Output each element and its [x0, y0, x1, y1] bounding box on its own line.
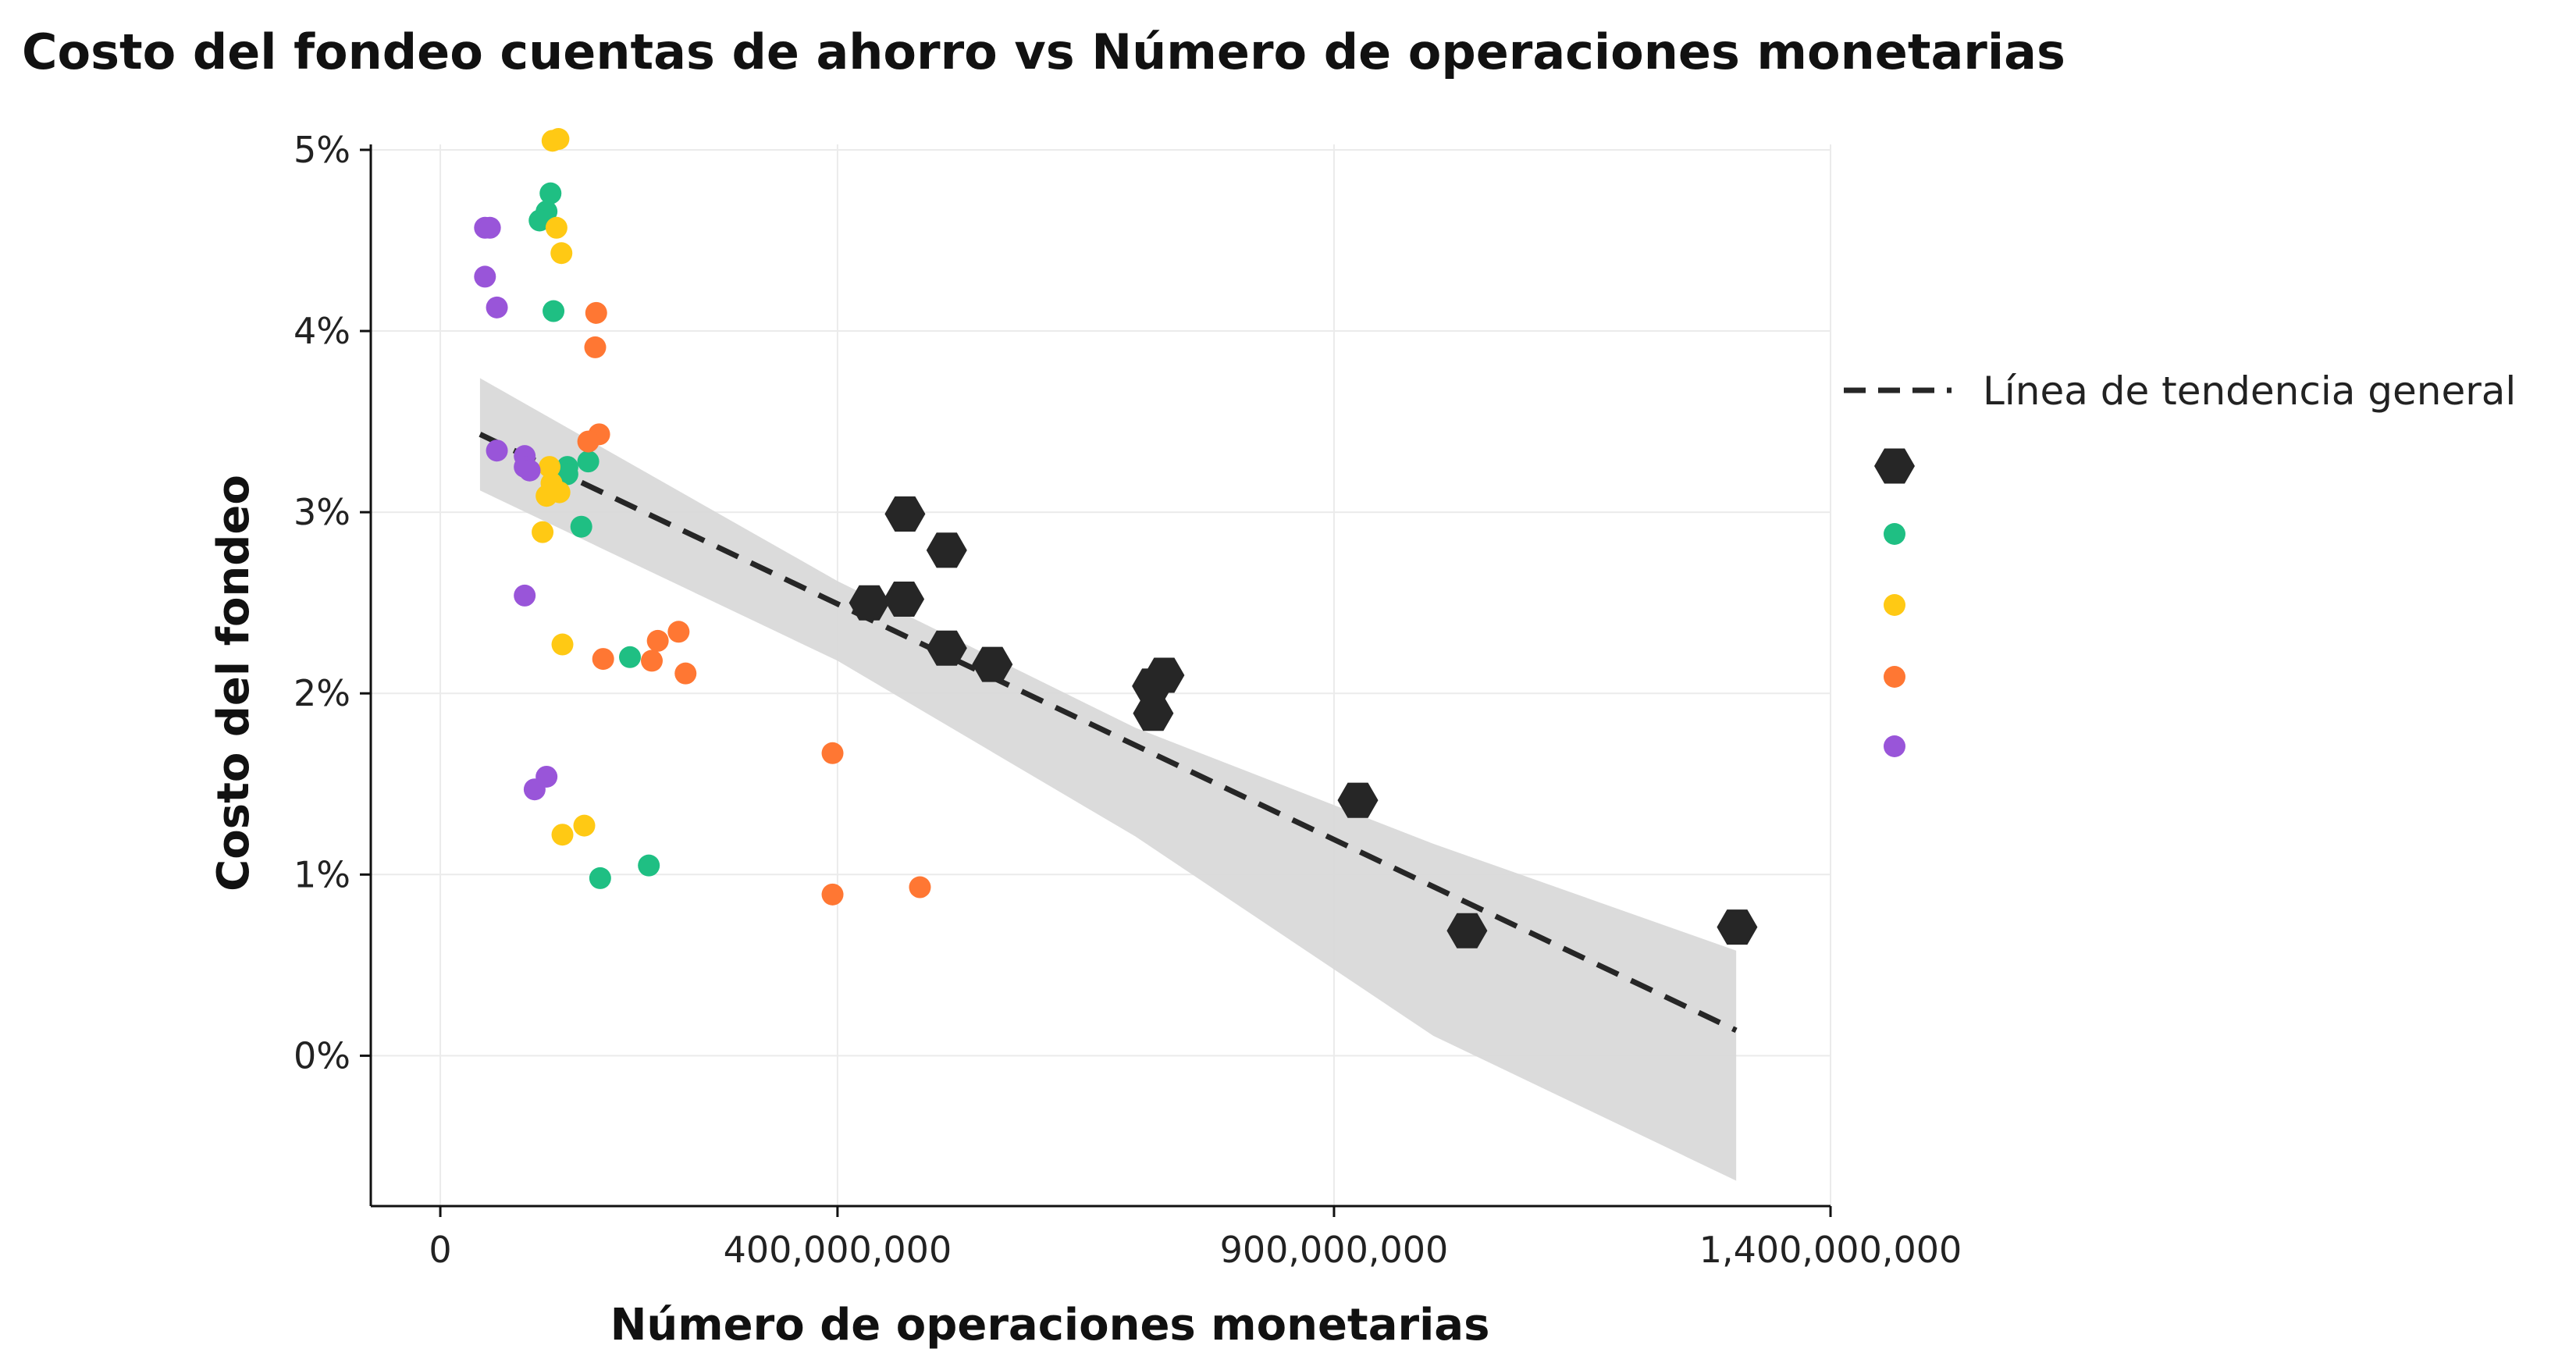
series-0: [849, 496, 1758, 948]
legend-key-series-3: [1884, 666, 1905, 688]
data-point: [821, 883, 844, 906]
series-4: [474, 216, 558, 801]
data-point: [585, 301, 607, 324]
legend-key-series-0: [1874, 448, 1915, 484]
grid-lines: [371, 144, 1831, 1206]
data-point: [538, 456, 560, 479]
data-point-hexagon: [1717, 909, 1758, 945]
trend-line-layer: [479, 432, 1738, 1034]
data-point-hexagon: [849, 585, 890, 621]
y-tick-label: 1%: [294, 853, 350, 895]
data-point: [638, 854, 660, 877]
data-point: [577, 450, 600, 473]
data-point-hexagon: [1144, 657, 1185, 693]
data-point: [551, 824, 574, 846]
x-tick-label: 400,000,000: [724, 1229, 952, 1271]
chart-title: Costo del fondeo cuentas de ahorro vs Nú…: [22, 23, 2065, 80]
y-tick-label: 2%: [294, 672, 350, 714]
data-point: [821, 742, 844, 764]
y-axis-title: Costo del fondeo: [208, 475, 259, 891]
series-2: [532, 128, 596, 846]
series-1: [528, 182, 660, 889]
confidence-band: [479, 378, 1737, 1181]
legend: Línea de tendencia general: [1844, 368, 2516, 757]
trend-line: [479, 432, 1738, 1034]
data-point: [474, 265, 496, 288]
data-point: [573, 814, 596, 837]
data-point: [646, 629, 669, 652]
data-point-hexagon: [926, 532, 967, 568]
data-point: [641, 649, 664, 672]
data-point-hexagon: [926, 630, 967, 666]
data-point-hexagon: [1337, 782, 1379, 818]
legend-key-series-2: [1884, 594, 1905, 616]
data-point: [667, 621, 690, 643]
tick-labels: 0 400,000,000 900,000,000 1,400,000,000 0% 1%…: [294, 129, 1962, 1271]
data-point: [532, 521, 554, 543]
y-tick-label: 5%: [294, 129, 350, 171]
data-point: [486, 440, 508, 462]
data-point: [539, 182, 562, 205]
legend-trend-label: Línea de tendencia general: [1983, 368, 2516, 414]
series-3: [577, 301, 931, 906]
data-point: [909, 876, 931, 899]
data-point: [674, 662, 697, 685]
data-point: [570, 515, 592, 538]
data-point: [584, 336, 607, 358]
data-point: [545, 216, 568, 239]
x-tick-label: 0: [429, 1229, 451, 1271]
data-point: [479, 216, 501, 239]
data-point: [548, 481, 571, 504]
data-point-hexagon: [972, 646, 1013, 682]
y-tick-label: 0%: [294, 1034, 350, 1077]
legend-key-series-4: [1884, 735, 1905, 757]
data-point: [518, 459, 541, 482]
axes: [369, 144, 1831, 1208]
y-tick-label: 4%: [294, 310, 350, 352]
data-point-hexagon: [1446, 913, 1488, 948]
confidence-band-layer: [479, 378, 1737, 1181]
data-point-hexagon: [884, 496, 926, 532]
data-point: [556, 463, 578, 486]
data-point: [550, 242, 573, 265]
data-point-hexagon: [1133, 696, 1174, 731]
data-point: [528, 209, 551, 232]
y-tick-label: 3%: [294, 491, 350, 533]
x-axis-title: Número de operaciones monetarias: [610, 1300, 1490, 1351]
data-point: [523, 778, 546, 801]
legend-key-series-1: [1884, 523, 1905, 545]
data-point: [543, 300, 565, 322]
data-point: [589, 867, 611, 889]
data-point: [619, 646, 642, 668]
data-point: [577, 430, 600, 453]
data-point: [514, 584, 536, 607]
data-point: [551, 633, 574, 656]
x-tick-label: 900,000,000: [1220, 1229, 1449, 1271]
data-points-layer: [474, 128, 1758, 948]
x-tick-label: 1,400,000,000: [1699, 1229, 1962, 1271]
data-point: [547, 128, 570, 151]
data-point-hexagon: [884, 582, 925, 617]
data-point: [592, 648, 614, 671]
data-point: [486, 296, 508, 319]
